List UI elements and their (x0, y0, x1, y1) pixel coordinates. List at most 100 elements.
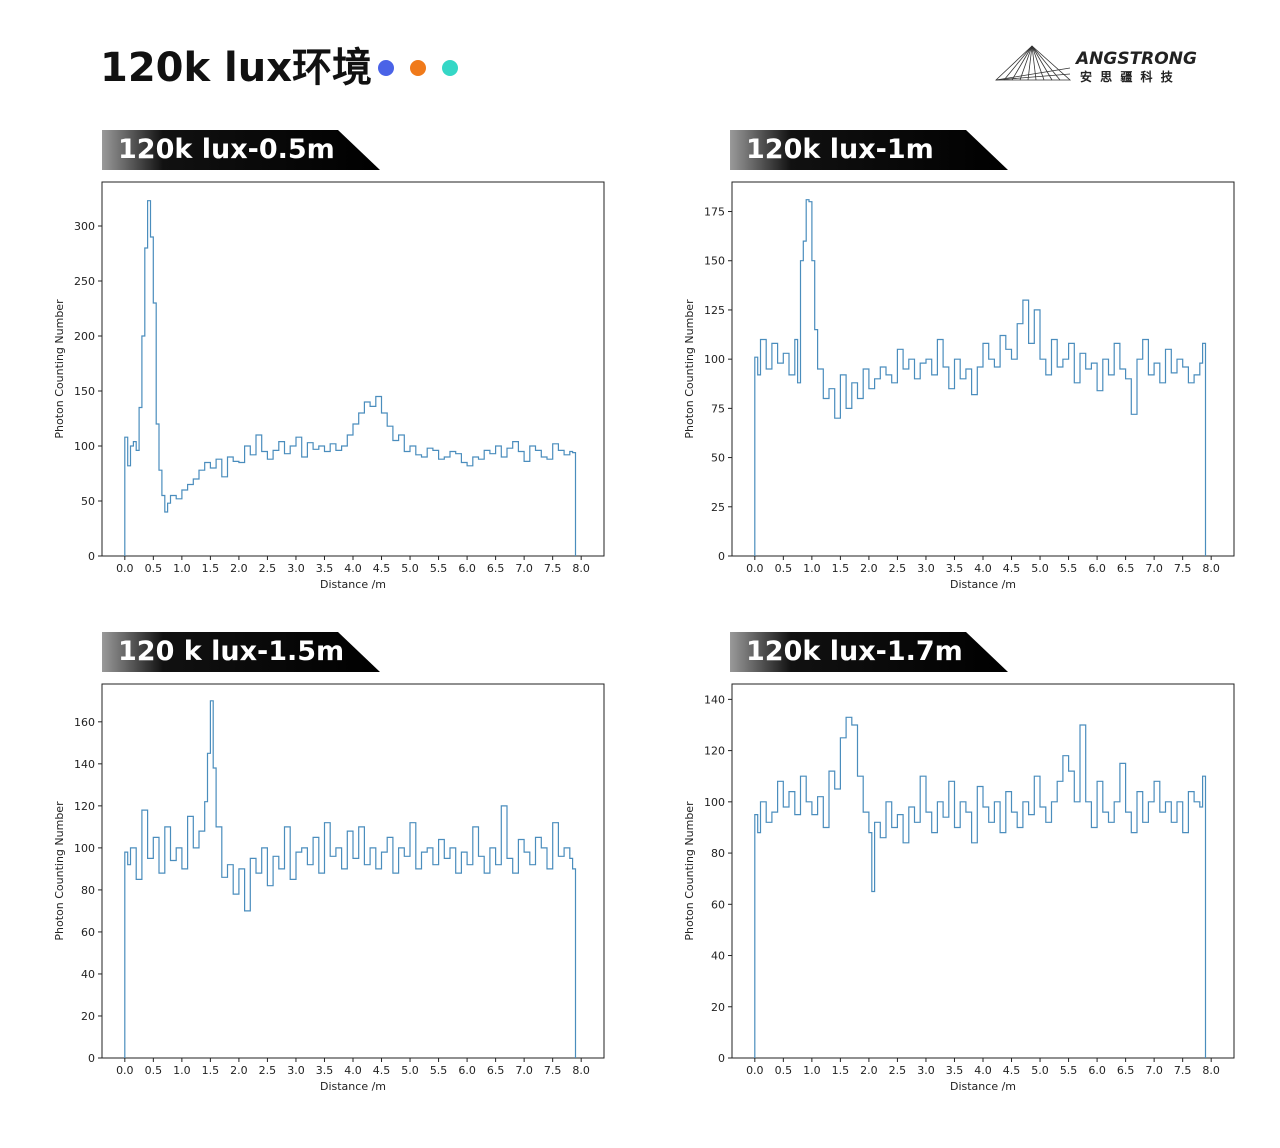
x-tick-label: 8.0 (572, 1064, 590, 1077)
x-tick-label: 5.5 (430, 562, 448, 575)
x-tick-label: 0.0 (746, 562, 764, 575)
logo-brand-text: ANGSTRONG (1074, 49, 1197, 69)
x-tick-label: 5.0 (1031, 562, 1049, 575)
x-tick-label: 4.5 (373, 562, 391, 575)
photon-count-series-line (124, 700, 577, 1058)
x-tick-label: 4.0 (974, 1064, 992, 1077)
y-tick-label: 125 (704, 304, 725, 317)
x-tick-label: 1.0 (173, 562, 191, 575)
x-tick-label: 1.5 (832, 562, 850, 575)
logo-tagline-text: 安 思 疆 科 技 (1080, 69, 1175, 84)
x-tick-label: 1.0 (173, 1064, 191, 1077)
angstrong-logo: ANGSTRONG 安 思 疆 科 技 (994, 45, 1197, 84)
page-title: 120k lux环境 (100, 45, 373, 91)
x-tick-label: 8.0 (1202, 1064, 1220, 1077)
y-tick-label: 160 (74, 716, 95, 729)
plot-frame (731, 181, 1235, 557)
x-tick-label: 3.0 (917, 562, 935, 575)
photon-count-series-line (754, 199, 1207, 556)
y-tick-label: 0 (88, 1052, 95, 1065)
x-tick-label: 2.0 (860, 562, 878, 575)
y-tick-label: 0 (718, 550, 725, 563)
x-tick-label: 6.0 (458, 562, 476, 575)
x-tick-label: 3.5 (946, 562, 964, 575)
y-tick-label: 250 (74, 275, 95, 288)
x-tick-label: 3.0 (917, 1064, 935, 1077)
x-tick-label: 0.0 (116, 562, 133, 575)
photon-count-series-line (124, 200, 577, 556)
x-tick-label: 0.5 (775, 1064, 793, 1077)
x-tick-label: 6.0 (458, 1064, 476, 1077)
x-axis-label: Distance /m (320, 578, 386, 591)
y-tick-label: 80 (81, 884, 95, 897)
chart-120k-lux-1m: 0.0 0.5 1.0 1.5 2.0 2.5 3.0 3.5 4.0 4.5 5.0 5.5 6.0 6… (683, 181, 1235, 591)
y-tick-label: 50 (711, 452, 725, 465)
x-tick-label: 6.5 (487, 562, 505, 575)
x-tick-label: 3.0 (287, 1064, 305, 1077)
y-tick-label: 120 (704, 745, 725, 758)
x-tick-label: 4.0 (344, 1064, 362, 1077)
x-tick-label: 3.0 (287, 562, 305, 575)
chart-120k-lux-1-5m: 0.0 0.5 1.0 1.5 2.0 2.5 3.0 3.5 4.0 4.5 5.0 5.5 6.0 6… (53, 683, 605, 1093)
y-tick-label: 20 (711, 1001, 725, 1014)
x-tick-label: 5.5 (1060, 1064, 1078, 1077)
y-tick-label: 300 (74, 220, 95, 233)
chart-120k-lux-0-5m: 0.0 0.5 1.0 1.5 2.0 2.5 3.0 3.5 4.0 4.5 5.0 5.5 6.0 6… (53, 181, 605, 591)
x-tick-label: 4.0 (344, 562, 362, 575)
panel-label-1: 120k lux-0.5m (118, 134, 335, 165)
x-tick-label: 0.5 (145, 1064, 163, 1077)
y-tick-label: 100 (704, 796, 725, 809)
x-tick-label: 8.0 (572, 562, 590, 575)
panel-label-4: 120k lux-1.7m (746, 636, 963, 667)
x-tick-label: 1.0 (803, 1064, 821, 1077)
x-tick-label: 2.5 (889, 1064, 907, 1077)
panel-ribbon-2 (730, 130, 1008, 170)
orange-dot-icon (410, 60, 426, 76)
x-tick-label: 1.5 (832, 1064, 850, 1077)
y-tick-label: 50 (81, 495, 95, 508)
x-tick-label: 1.0 (803, 562, 821, 575)
y-tick-label: 100 (74, 842, 95, 855)
panel-ribbon-4 (730, 632, 1008, 672)
x-tick-label: 0.5 (145, 562, 163, 575)
y-tick-label: 140 (704, 693, 725, 706)
x-tick-label: 7.5 (544, 1064, 562, 1077)
x-tick-label: 0.0 (746, 1064, 764, 1077)
x-tick-label: 1.5 (202, 1064, 220, 1077)
mountain-logo-icon (994, 45, 1072, 81)
x-tick-label: 2.5 (259, 562, 277, 575)
x-tick-label: 4.5 (1003, 562, 1021, 575)
y-tick-label: 120 (74, 800, 95, 813)
y-axis-label: Photon Counting Number (683, 299, 696, 439)
x-tick-label: 5.0 (1031, 1064, 1049, 1077)
x-tick-label: 3.5 (316, 562, 334, 575)
x-tick-label: 7.5 (544, 562, 562, 575)
x-tick-label: 6.5 (1117, 562, 1135, 575)
y-tick-label: 60 (81, 926, 95, 939)
y-tick-label: 25 (711, 501, 725, 514)
y-tick-label: 40 (711, 950, 725, 963)
y-tick-label: 150 (704, 255, 725, 268)
panel-ribbon-3 (102, 632, 380, 672)
y-tick-label: 175 (704, 206, 725, 219)
x-tick-label: 6.5 (487, 1064, 505, 1077)
chart-120k-lux-1-7m: 0.0 0.5 1.0 1.5 2.0 2.5 3.0 3.5 4.0 4.5 5.0 5.5 6.0 6… (683, 683, 1235, 1093)
y-axis-label: Photon Counting Number (53, 299, 66, 439)
x-axis-label: Distance /m (950, 578, 1016, 591)
panel-label-2: 120k lux-1m (746, 134, 934, 165)
photon-count-series-line (754, 716, 1207, 1058)
x-tick-label: 0.0 (116, 1064, 133, 1077)
teal-dot-icon (442, 60, 458, 76)
x-tick-label: 2.5 (889, 562, 907, 575)
y-axis-label: Photon Counting Number (53, 801, 66, 941)
y-tick-label: 0 (88, 550, 95, 563)
y-tick-label: 140 (74, 758, 95, 771)
x-tick-label: 5.0 (401, 1064, 419, 1077)
y-tick-label: 200 (74, 330, 95, 343)
blue-dot-icon (378, 60, 394, 76)
x-tick-label: 5.0 (401, 562, 419, 575)
y-axis-label: Photon Counting Number (683, 801, 696, 941)
y-tick-label: 75 (711, 402, 725, 415)
x-tick-label: 2.0 (230, 1064, 248, 1077)
y-tick-label: 40 (81, 968, 95, 981)
